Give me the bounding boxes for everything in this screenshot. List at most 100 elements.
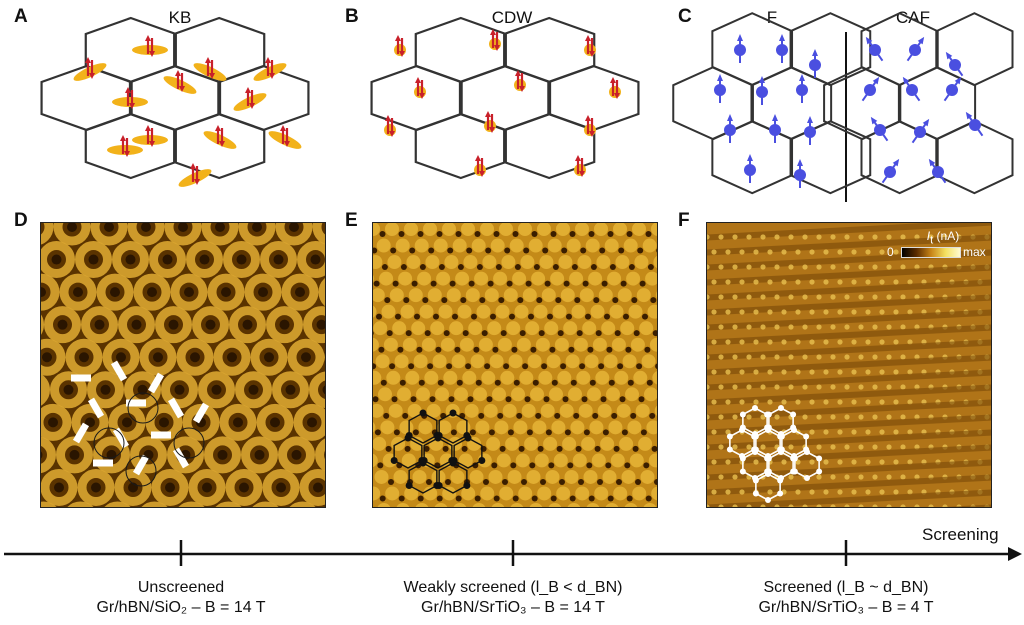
stm-dark-dot (486, 396, 493, 403)
stm-ring (96, 273, 134, 311)
stm-bright-spot (746, 264, 752, 270)
spin-pair-icon (519, 86, 525, 92)
stm-bright-spot (399, 420, 414, 435)
stm-bright-spot (642, 238, 657, 253)
stm-dark-dot (409, 247, 416, 254)
stm-bright-spot (872, 474, 878, 480)
stm-bright-spot (823, 399, 829, 405)
stm-bright-spot (492, 387, 506, 402)
stm-bright-spot (732, 414, 738, 420)
spin-pair-icon (585, 115, 591, 121)
stm-bright-spot (830, 474, 836, 480)
stm-bright-spot (858, 234, 864, 240)
colorbar-unit: (nA) (936, 229, 960, 243)
stm-dark-dot (523, 247, 530, 254)
spin-pair-icon (415, 77, 421, 83)
stm-dark-dot (455, 231, 462, 237)
stm-dark-dot (379, 495, 386, 502)
stm-dark-dot (437, 379, 444, 386)
kekule-bond-icon (132, 135, 168, 145)
stm-bright-spot (529, 503, 543, 507)
stm-bright-spot (707, 264, 710, 270)
lattice-bond (789, 120, 872, 195)
spin-arrow-icon (902, 76, 910, 85)
stm-bright-spot (767, 249, 773, 255)
stm-dark-dot (445, 478, 451, 485)
stm-ring (44, 306, 81, 344)
stm-bright-spot (632, 486, 647, 501)
stm-dark-dot (426, 478, 432, 485)
stm-bright-spot (487, 321, 502, 336)
stm-dark-dot (399, 379, 406, 386)
stm-dark-dot (612, 297, 619, 304)
charge-site-icon (484, 120, 496, 132)
stm-dark-dot (428, 247, 435, 254)
stm-bright-spot (543, 436, 558, 451)
stm-dark-dot (613, 445, 620, 452)
stm-hole (125, 254, 136, 265)
stm-hole (273, 254, 284, 265)
stm-bright-spot (858, 324, 864, 330)
stm-bright-spot (872, 324, 878, 330)
stm-bright-spot (707, 354, 710, 360)
stm-hole (67, 223, 77, 232)
stm-ring (219, 403, 257, 441)
stm-bright-spot (483, 403, 498, 418)
stm-bright-spot (774, 504, 780, 507)
stm-dark-dot (454, 346, 461, 353)
stm-dark-dot (518, 445, 525, 452)
stm-bright-spot (373, 321, 388, 336)
stm-bright-spot (651, 223, 657, 236)
stm-stripe (707, 308, 991, 331)
stm-dark-dot (540, 478, 546, 485)
stm-bright-spot (900, 444, 906, 450)
stm-bright-spot (415, 503, 429, 507)
stm-dark-dot (417, 495, 424, 502)
stm-bright-spot (534, 453, 549, 468)
stm-bright-spot (928, 504, 934, 507)
stm-dark-dot (597, 478, 603, 485)
stm-bright-spot (788, 354, 794, 360)
stm-bright-spot (407, 403, 422, 418)
graphene-atom (752, 477, 759, 484)
stm-dark-dot (386, 330, 393, 337)
stm-hole (307, 417, 317, 428)
stm-bright-spot (788, 324, 794, 330)
stm-bright-spot (493, 271, 508, 286)
stm-bright-spot (858, 414, 864, 420)
tick-2-line1: Weakly screened (l_B < d_BN) (403, 579, 623, 596)
stm-bright-spot (774, 384, 780, 390)
stm-bright-spot (376, 238, 391, 253)
stm-stripe (707, 223, 991, 241)
stm-bright-spot (774, 294, 780, 300)
stm-dark-dot (632, 445, 639, 452)
stm-bright-spot (795, 369, 801, 375)
stm-ring (53, 223, 91, 246)
stm-dark-dot (436, 495, 443, 502)
stm-dark-dot (525, 280, 532, 287)
stm-ring (178, 501, 205, 507)
stm-ring (41, 468, 78, 506)
stm-bright-spot (746, 384, 752, 390)
stm-dark-dot (594, 445, 601, 452)
colorbar-max: max (963, 245, 986, 260)
graphene-atom (739, 455, 746, 462)
stm-bright-spot (837, 369, 843, 375)
graphene-atom (404, 434, 412, 442)
kb-overlay (71, 360, 210, 487)
stm-hole (252, 223, 262, 232)
stm-dark-dot (503, 363, 510, 370)
stm-dark-dot (617, 363, 624, 370)
lattice-bond (897, 66, 977, 141)
stm-dark-dot (555, 297, 562, 304)
stm-bright-spot (632, 223, 646, 236)
stm-bright-spot (823, 279, 829, 285)
stm-bright-spot (556, 486, 571, 501)
charge-site-icon (384, 124, 396, 136)
stm-bright-spot (753, 369, 759, 375)
spin-pair-icon (585, 35, 591, 41)
kb-bond-overlay (192, 402, 210, 424)
stm-bright-spot (500, 370, 515, 385)
stm-dark-dot (505, 396, 512, 403)
stm-ring (207, 273, 245, 311)
